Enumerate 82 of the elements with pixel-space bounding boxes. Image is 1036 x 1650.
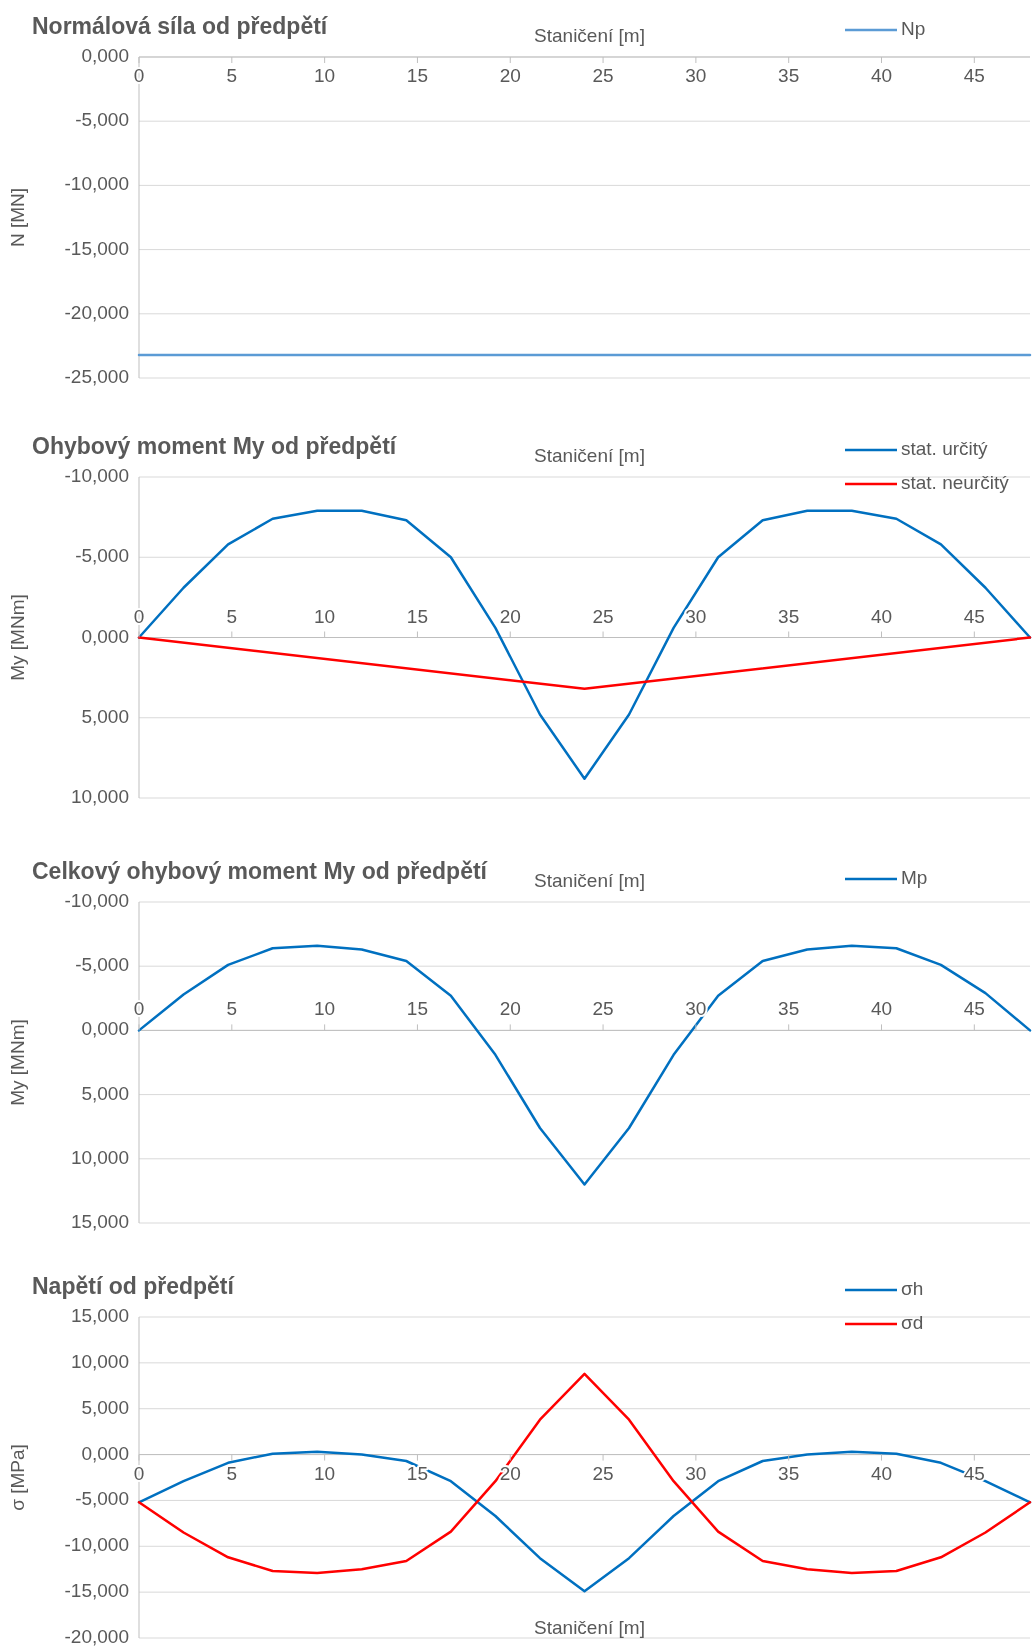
x-tick-label: 10	[314, 998, 336, 1020]
x-tick-label: 0	[133, 1462, 145, 1484]
y-tick-label: -20,000	[64, 1626, 129, 1648]
x-tick-label: 40	[870, 998, 893, 1020]
y-tick-label: 5,000	[81, 1396, 129, 1418]
x-axis-title: Staničení [m]	[534, 445, 645, 466]
x-tick-label: 30	[685, 998, 707, 1020]
y-tick-label: -5,000	[75, 109, 129, 131]
x-tick-label: 20	[499, 605, 521, 627]
y-tick-label: 10,000	[70, 786, 129, 808]
x-axis-title: Staničení [m]	[534, 870, 645, 891]
y-tick-label: 15,000	[70, 1211, 129, 1233]
x-tick-label: 35	[778, 65, 800, 87]
legend-label: σd	[901, 1312, 924, 1334]
y-tick-label: -5,000	[75, 545, 129, 567]
x-tick-label: 0	[133, 605, 145, 627]
y-tick-label: 15,000	[70, 1305, 129, 1327]
x-tick-label: 20	[499, 65, 521, 87]
chart-title: Napětí od předpětí	[32, 1273, 236, 1299]
legend-label: Mp	[901, 867, 928, 889]
x-tick-label: 0	[133, 998, 145, 1020]
legend-label: stat. určitý	[901, 438, 989, 460]
x-tick-label: 35	[778, 998, 800, 1020]
x-tick-label: 30	[685, 1462, 707, 1484]
x-tick-label: 15	[406, 1462, 429, 1484]
y-tick-label: -10,000	[64, 465, 129, 487]
x-tick-label: 10	[314, 65, 336, 87]
x-tick-label: 5	[226, 65, 238, 87]
x-tick-label: 15	[406, 998, 429, 1020]
x-tick-label: 35	[778, 1462, 800, 1484]
legend-label: σh	[901, 1278, 924, 1300]
y-tick-label: 10,000	[70, 1146, 129, 1168]
x-tick-label: 0	[133, 65, 145, 87]
y-tick-label: 0,000	[81, 1442, 129, 1464]
legend-label: stat. neurčitý	[901, 472, 1010, 494]
x-tick-label: 10	[314, 605, 336, 627]
x-tick-label: 45	[963, 605, 985, 627]
y-tick-label: 0,000	[81, 45, 129, 67]
x-tick-label: 35	[778, 605, 800, 627]
y-tick-label: -10,000	[64, 1534, 129, 1556]
x-tick-label: 40	[870, 605, 893, 627]
y-tick-label: -5,000	[75, 954, 129, 976]
x-tick-label: 40	[870, 65, 893, 87]
chart-title: Normálová síla od předpětí	[32, 13, 329, 39]
y-tick-label: -15,000	[64, 1580, 129, 1602]
y-tick-label: 0,000	[81, 625, 129, 647]
y-tick-label: -15,000	[64, 237, 129, 259]
y-tick-label: 5,000	[81, 1082, 129, 1104]
x-tick-label: 15	[406, 65, 429, 87]
x-tick-label: 40	[870, 1462, 893, 1484]
x-tick-label: 30	[685, 65, 707, 87]
y-tick-label: -20,000	[64, 301, 129, 323]
x-tick-label: 5	[226, 998, 238, 1020]
y-axis-title: My [MNm]	[7, 1019, 28, 1106]
y-tick-label: -10,000	[64, 173, 129, 195]
x-tick-label: 45	[963, 998, 985, 1020]
y-tick-label: -5,000	[75, 1488, 129, 1510]
x-tick-label: 25	[592, 65, 614, 87]
y-tick-label: 5,000	[81, 705, 129, 727]
x-tick-label: 20	[499, 1462, 521, 1484]
x-tick-label: 5	[226, 605, 238, 627]
x-axis-title: Staničení [m]	[534, 25, 645, 46]
y-axis-title: σ [MPa]	[7, 1444, 28, 1511]
x-tick-label: 5	[226, 1462, 238, 1484]
y-axis-title: N [MN]	[7, 187, 28, 248]
x-tick-label: 25	[592, 605, 614, 627]
y-tick-label: 0,000	[81, 1018, 129, 1040]
x-tick-label: 15	[406, 605, 429, 627]
x-tick-label: 25	[592, 1462, 614, 1484]
legend-label: Np	[901, 18, 926, 40]
chart-title: Ohybový moment My od předpětí	[32, 433, 398, 459]
y-tick-label: -10,000	[64, 890, 129, 912]
x-tick-label: 20	[499, 998, 521, 1020]
x-axis-title: Staničení [m]	[534, 1617, 645, 1638]
x-tick-label: 45	[963, 65, 985, 87]
y-tick-label: 10,000	[70, 1350, 129, 1372]
y-tick-label: -25,000	[64, 366, 129, 388]
y-axis-title: My [MNm]	[7, 594, 28, 681]
x-tick-label: 30	[685, 605, 707, 627]
chart-title: Celkový ohybový moment My od předpětí	[32, 858, 489, 884]
x-tick-label: 10	[314, 1462, 336, 1484]
x-tick-label: 25	[592, 998, 614, 1020]
